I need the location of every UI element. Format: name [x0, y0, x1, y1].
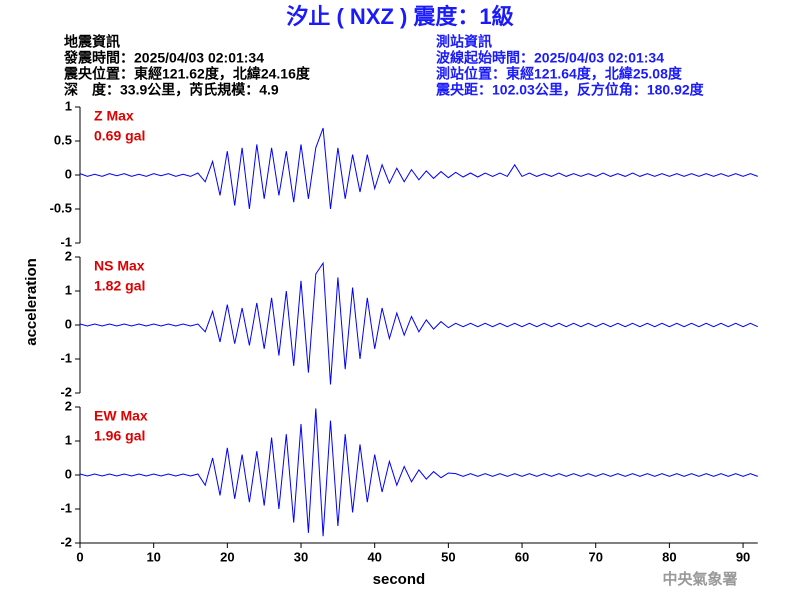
y-tick-label: 1 — [65, 282, 72, 297]
y-tick-label: 0 — [65, 166, 72, 181]
y-tick-label: -2 — [60, 534, 72, 549]
info-line: 地震資訊 — [64, 34, 120, 50]
waveform — [79, 127, 758, 210]
y-axis-label: acceleration — [23, 258, 40, 346]
y-tick-label: 1 — [65, 98, 72, 113]
footer: 中央氣象署 — [662, 570, 737, 588]
x-tick-label: 80 — [662, 549, 676, 564]
info-line: 深 度：33.9公里，芮氏規模：4.9 — [64, 82, 279, 98]
waveform — [79, 408, 758, 537]
max-label: 0.69 gal — [94, 128, 145, 144]
info-line: 測站位置：東經121.64度，北緯25.08度 — [436, 66, 683, 82]
y-tick-label: 1 — [65, 432, 72, 447]
station-info: 測站資訊 波線起始時間：2025/04/03 02:01:34 測站位置：東經1… — [435, 34, 705, 98]
y-tick-label: 0.5 — [54, 132, 72, 147]
x-tick-label: 40 — [367, 549, 381, 564]
x-tick-label: 10 — [146, 549, 160, 564]
title: 汐止 ( NXZ ) 震度：1級 — [286, 4, 513, 29]
x-tick-label: 20 — [220, 549, 234, 564]
x-tick-label: 50 — [441, 549, 455, 564]
component-label: Z Max — [94, 108, 134, 124]
y-tick-label: 0 — [65, 316, 72, 331]
x-axis-label: second — [373, 571, 426, 588]
y-tick-label: 2 — [65, 248, 72, 263]
y-tick-label: -1 — [60, 350, 72, 365]
waveform — [79, 261, 759, 385]
y-tick-label: -0.5 — [50, 200, 72, 215]
component-label: NS Max — [94, 258, 145, 274]
max-label: 1.82 gal — [94, 278, 145, 294]
y-tick-label: -2 — [60, 384, 72, 399]
y-tick-label: -1 — [60, 500, 72, 515]
max-label: 1.96 gal — [94, 428, 145, 444]
x-tick-label: 90 — [736, 549, 750, 564]
info-line: 震央距：102.03公里，反方位角：180.92度 — [435, 82, 705, 98]
x-tick-label: 60 — [515, 549, 529, 564]
x-tick-label: 70 — [588, 549, 602, 564]
x-tick-label: 0 — [76, 549, 83, 564]
y-tick-label: 0 — [65, 466, 72, 481]
y-tick-label: -1 — [60, 234, 72, 249]
info-line: 發震時間：2025/04/03 02:01:34 — [63, 50, 264, 66]
event-info: 地震資訊 發震時間：2025/04/03 02:01:34 震央位置：東經121… — [63, 34, 311, 98]
y-tick-label: 2 — [65, 398, 72, 413]
info-line: 波線起始時間：2025/04/03 02:01:34 — [436, 50, 664, 66]
info-line: 震央位置：東經121.62度，北緯24.16度 — [63, 66, 311, 82]
info-line: 測站資訊 — [436, 34, 492, 50]
component-label: EW Max — [94, 408, 148, 424]
x-tick-label: 30 — [294, 549, 308, 564]
